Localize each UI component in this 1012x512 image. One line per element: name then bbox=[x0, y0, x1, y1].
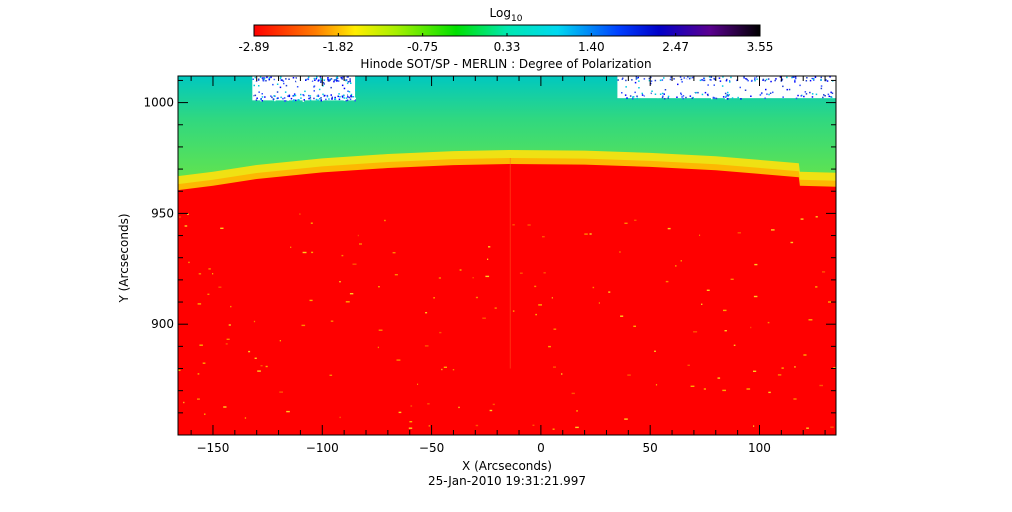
colorbar: Log10 -2.89 -1.82 -0.75 0.33 1.40 2.47 3.55 bbox=[238, 6, 773, 54]
saturated-region-right bbox=[617, 76, 836, 100]
x-tick-label: 0 bbox=[537, 441, 545, 455]
y-axis: 900 950 1000 bbox=[143, 79, 836, 414]
y-axis-label: Y (Arcseconds) bbox=[117, 213, 131, 303]
colorbar-tick-label: 2.47 bbox=[662, 40, 689, 54]
colorbar-ticks: -2.89 -1.82 -0.75 0.33 1.40 2.47 3.55 bbox=[238, 33, 773, 54]
colorbar-tick-label: -0.75 bbox=[407, 40, 438, 54]
x-tick-label: 50 bbox=[643, 441, 658, 455]
plot-frame bbox=[177, 75, 837, 436]
y-tick-label: 1000 bbox=[143, 96, 174, 110]
plot-area bbox=[178, 76, 836, 435]
y-tick-label: 900 bbox=[151, 317, 174, 331]
x-tick-label: −50 bbox=[419, 441, 444, 455]
disk-speckles bbox=[178, 213, 836, 430]
colorbar-tick-label: -2.89 bbox=[238, 40, 269, 54]
y-tick-label: 950 bbox=[151, 206, 174, 220]
x-tick-label: −150 bbox=[196, 441, 229, 455]
saturated-region-left bbox=[252, 76, 357, 102]
x-tick-label: −100 bbox=[306, 441, 339, 455]
solar-disk-region bbox=[178, 164, 836, 435]
colorbar-tick-label: 1.40 bbox=[578, 40, 605, 54]
colorbar-tick-label: 3.55 bbox=[747, 40, 774, 54]
chart-title: Hinode SOT/SP - MERLIN : Degree of Polar… bbox=[360, 57, 651, 71]
colorbar-label-subscript: 10 bbox=[511, 14, 523, 24]
x-axis-label: X (Arcseconds) bbox=[462, 459, 552, 473]
x-axis: −150 −100 −50 0 50 100 bbox=[190, 76, 826, 455]
colorbar-label: Log10 bbox=[490, 6, 523, 24]
colorbar-tick-label: 0.33 bbox=[494, 40, 521, 54]
x-tick-label: 100 bbox=[748, 441, 771, 455]
colorbar-tick-label: -1.82 bbox=[323, 40, 354, 54]
timestamp: 25-Jan-2010 19:31:21.997 bbox=[428, 474, 586, 488]
